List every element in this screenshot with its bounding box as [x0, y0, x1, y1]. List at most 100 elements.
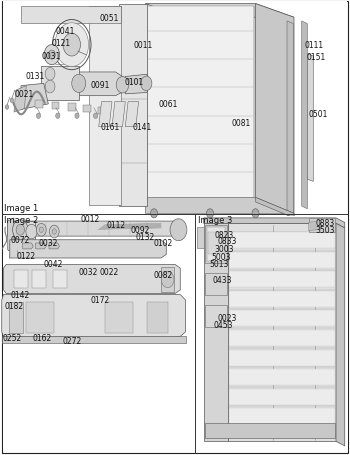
Text: 0833: 0833: [218, 237, 237, 246]
Polygon shape: [205, 225, 227, 264]
Circle shape: [93, 114, 98, 119]
Polygon shape: [256, 198, 294, 218]
Circle shape: [44, 46, 60, 66]
Text: 0111: 0111: [304, 41, 324, 50]
Text: 0252: 0252: [3, 333, 22, 342]
Polygon shape: [145, 5, 294, 18]
Polygon shape: [10, 240, 166, 258]
Text: 5013: 5013: [209, 259, 229, 268]
Polygon shape: [4, 265, 180, 294]
Polygon shape: [205, 305, 227, 328]
Polygon shape: [23, 243, 33, 249]
Polygon shape: [52, 103, 60, 110]
Polygon shape: [205, 273, 227, 296]
Bar: [3, 217, 193, 451]
Polygon shape: [161, 268, 174, 292]
Circle shape: [252, 209, 259, 218]
Text: 0042: 0042: [43, 259, 63, 268]
Polygon shape: [125, 75, 150, 95]
Polygon shape: [204, 218, 345, 228]
Text: 0142: 0142: [10, 290, 30, 299]
Text: 0032: 0032: [38, 238, 58, 248]
Text: 0012: 0012: [80, 215, 100, 224]
Text: 0122: 0122: [17, 252, 36, 261]
Bar: [208, 232, 223, 255]
Bar: [229, 252, 335, 268]
Text: 0023: 0023: [217, 313, 236, 322]
Circle shape: [48, 51, 55, 60]
Text: 0011: 0011: [133, 41, 152, 50]
Circle shape: [16, 225, 25, 236]
Polygon shape: [147, 7, 254, 200]
Circle shape: [206, 209, 214, 218]
Text: 0121: 0121: [52, 39, 71, 48]
Polygon shape: [112, 102, 125, 127]
Circle shape: [5, 106, 9, 110]
Polygon shape: [228, 224, 336, 441]
Text: 0151: 0151: [307, 53, 326, 62]
Bar: [229, 291, 335, 307]
Circle shape: [161, 272, 174, 288]
Text: 0162: 0162: [33, 333, 52, 342]
Polygon shape: [2, 337, 186, 344]
Polygon shape: [68, 104, 76, 111]
Circle shape: [75, 114, 79, 119]
Text: 0182: 0182: [5, 301, 24, 310]
Polygon shape: [119, 5, 147, 207]
Circle shape: [170, 219, 187, 241]
Polygon shape: [8, 222, 35, 250]
Bar: [229, 272, 335, 288]
Circle shape: [63, 34, 80, 57]
Polygon shape: [41, 67, 79, 101]
Polygon shape: [2, 295, 186, 337]
Bar: [147, 302, 168, 333]
Bar: [229, 330, 335, 346]
Text: 0883: 0883: [315, 218, 334, 228]
Text: 3003: 3003: [215, 245, 235, 254]
Polygon shape: [205, 423, 335, 438]
Circle shape: [56, 114, 60, 119]
Text: 0091: 0091: [90, 81, 110, 90]
Circle shape: [45, 81, 55, 94]
Polygon shape: [204, 224, 228, 441]
Bar: [229, 369, 335, 385]
Circle shape: [10, 99, 14, 103]
Circle shape: [49, 226, 59, 238]
Circle shape: [13, 220, 28, 240]
Text: 0031: 0031: [41, 52, 61, 61]
Polygon shape: [125, 102, 139, 127]
Polygon shape: [98, 107, 106, 115]
Text: 0272: 0272: [62, 336, 82, 345]
Text: 0102: 0102: [154, 238, 173, 248]
Bar: [14, 270, 28, 288]
Text: 0501: 0501: [309, 110, 328, 119]
Text: 0092: 0092: [131, 226, 150, 235]
Polygon shape: [145, 5, 256, 202]
Bar: [52, 270, 66, 288]
Text: 5003: 5003: [211, 252, 231, 261]
Circle shape: [36, 224, 46, 237]
Bar: [229, 350, 335, 366]
Polygon shape: [83, 106, 91, 113]
Text: Image 1: Image 1: [4, 203, 39, 212]
Text: 0082: 0082: [153, 270, 173, 279]
Polygon shape: [8, 222, 180, 237]
Text: 3503: 3503: [315, 225, 335, 234]
Text: 0823: 0823: [215, 230, 234, 239]
Polygon shape: [307, 55, 313, 182]
Bar: [229, 233, 335, 248]
Polygon shape: [145, 198, 294, 214]
Polygon shape: [309, 221, 321, 231]
Polygon shape: [21, 84, 48, 110]
Text: 0072: 0072: [10, 235, 30, 244]
Text: 0041: 0041: [56, 26, 75, 35]
Bar: [9, 302, 23, 333]
Circle shape: [36, 114, 41, 119]
Text: 0433: 0433: [213, 275, 232, 284]
Polygon shape: [99, 102, 112, 127]
Text: 0172: 0172: [90, 295, 110, 304]
Bar: [229, 311, 335, 327]
Bar: [196, 217, 348, 451]
Text: Image 3: Image 3: [198, 216, 232, 225]
Bar: [3, 2, 347, 214]
